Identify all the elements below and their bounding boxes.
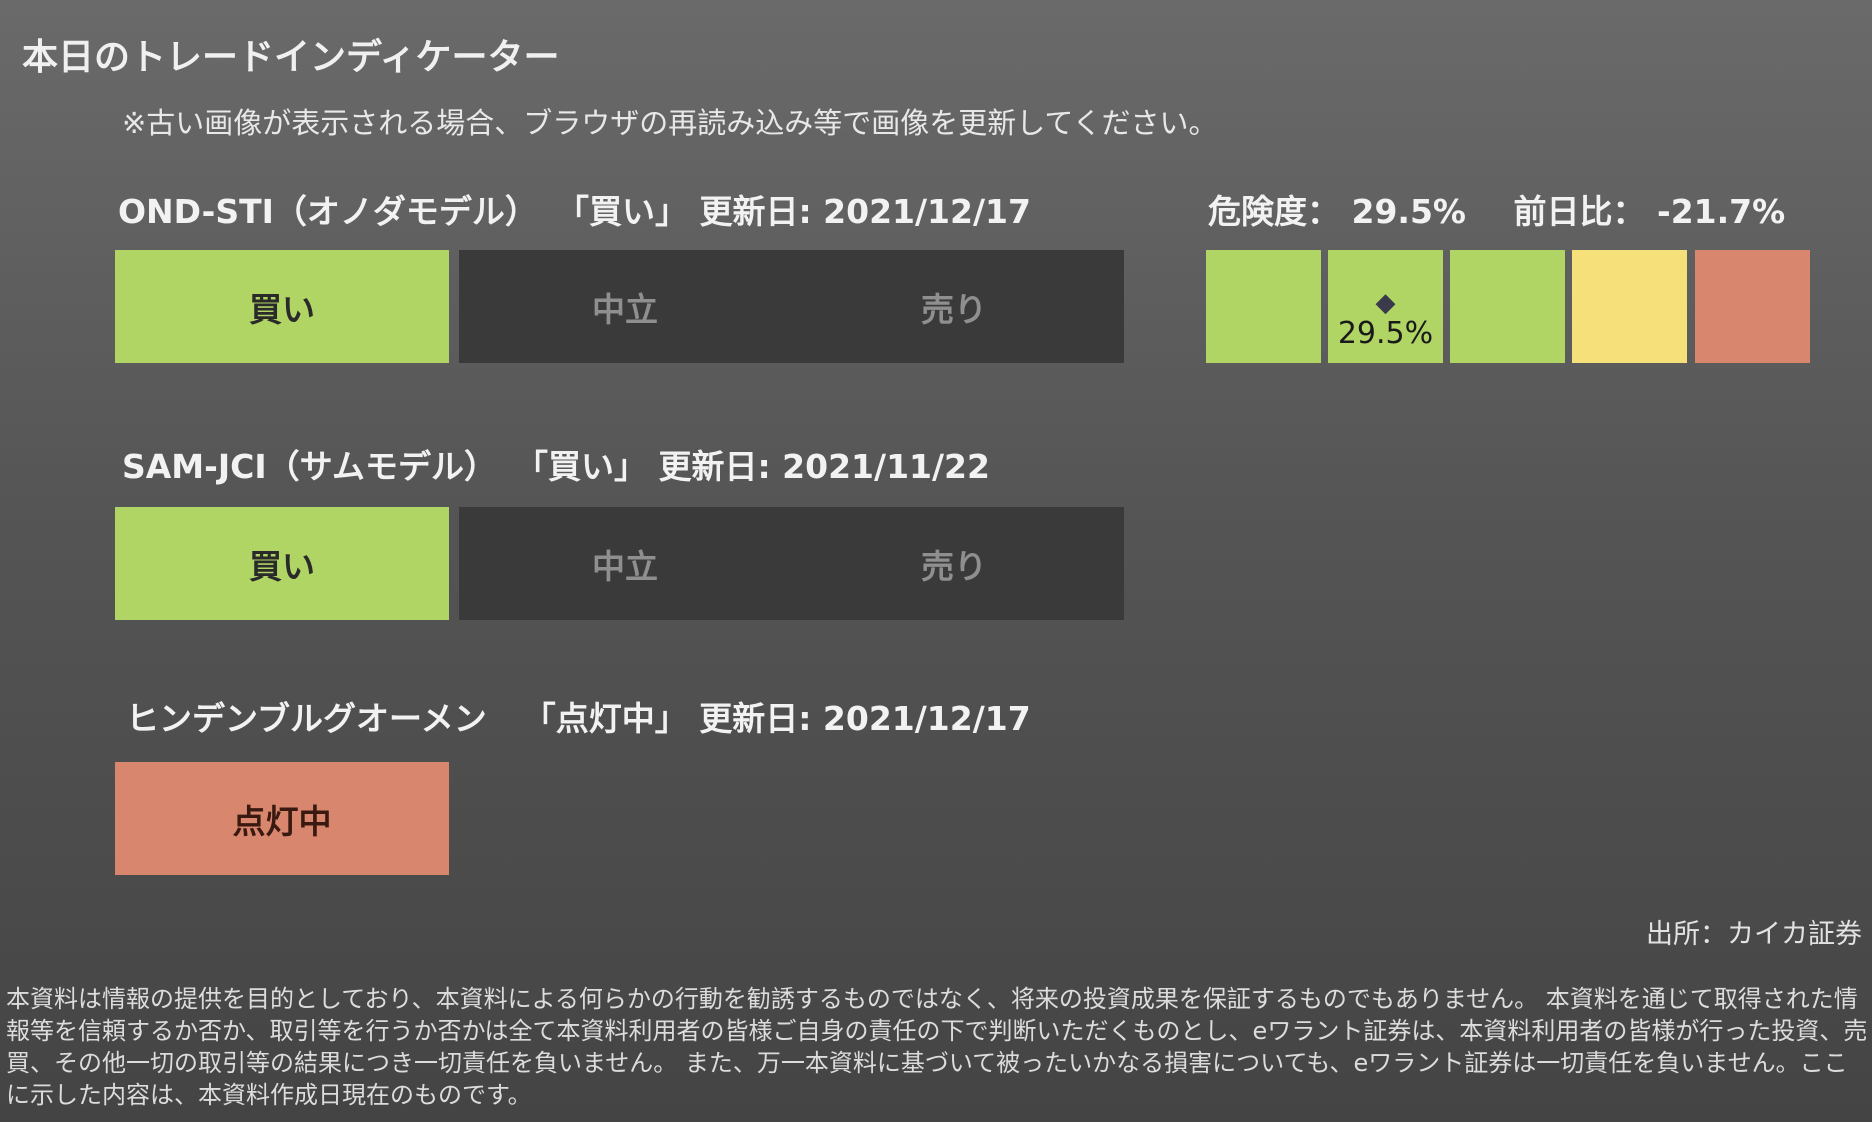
risk-segment [1572, 250, 1687, 363]
segment-label-neutral: 中立 [592, 290, 658, 329]
ond-sti-neutral-sell-bar: 中立 売り [459, 250, 1124, 363]
updated-date: 2021/12/17 [822, 699, 1031, 738]
source-credit: 出所：カイカ証券 [1646, 919, 1862, 950]
sam-jci-neutral-sell-bar: 中立 売り [459, 507, 1124, 620]
updated-label: 更新日: [699, 192, 812, 231]
risk-segment [1450, 250, 1565, 363]
indicator-name: OND-STI（オノダモデル） [118, 192, 538, 231]
risk-marker-value: 29.5% [1337, 316, 1434, 351]
indicator-status: 「買い」 [555, 192, 688, 231]
risk-segment [1695, 250, 1810, 363]
change-value: -21.7% [1657, 192, 1786, 231]
segment-label: 買い [249, 546, 315, 586]
updated-label: 更新日: [658, 447, 771, 486]
segment-label-neutral: 中立 [592, 547, 658, 586]
indicator-name: ヒンデンブルグオーメン [126, 699, 487, 738]
ond-sti-header: OND-STI（オノダモデル） 「買い」 更新日: 2021/12/17 [118, 185, 1031, 233]
hindenburg-header: ヒンデンブルグオーメン 「点灯中」 更新日: 2021/12/17 [126, 692, 1031, 740]
indicator-status: 「点灯中」 [522, 699, 688, 738]
page-title: 本日のトレードインディケーター [22, 37, 560, 78]
hindenburg-lit-segment: 点灯中 [115, 762, 449, 875]
risk-segment: ◆ 29.5% [1328, 250, 1443, 363]
risk-value: 29.5% [1351, 192, 1467, 231]
segment-label: 買い [249, 289, 315, 329]
ond-sti-buy-segment: 買い [115, 250, 449, 363]
risk-header: 危険度： 29.5% 前日比： -21.7% [1208, 185, 1785, 233]
sam-jci-header: SAM-JCI（サムモデル） 「買い」 更新日: 2021/11/22 [122, 440, 990, 488]
segment-label-sell: 売り [921, 547, 987, 586]
updated-date: 2021/12/17 [823, 192, 1031, 231]
change-label: 前日比： [1513, 192, 1646, 231]
risk-label: 危険度： [1208, 192, 1340, 231]
sam-jci-buy-segment: 買い [115, 507, 449, 620]
indicator-name: SAM-JCI（サムモデル） [122, 447, 497, 486]
risk-segment [1206, 250, 1321, 363]
indicator-status: 「買い」 [514, 447, 647, 486]
updated-label: 更新日: [699, 699, 812, 738]
updated-date: 2021/11/22 [782, 447, 990, 486]
disclaimer: 本資料は情報の提供を目的としており、本資料による何らかの行動を勧誘するものではな… [6, 985, 1868, 1109]
segment-label: 点灯中 [232, 801, 332, 841]
refresh-notice: ※古い画像が表示される場合、ブラウザの再読み込み等で画像を更新してください。 [122, 106, 1218, 140]
segment-label-sell: 売り [921, 290, 987, 329]
risk-marker-diamond-icon: ◆ [1375, 288, 1396, 318]
